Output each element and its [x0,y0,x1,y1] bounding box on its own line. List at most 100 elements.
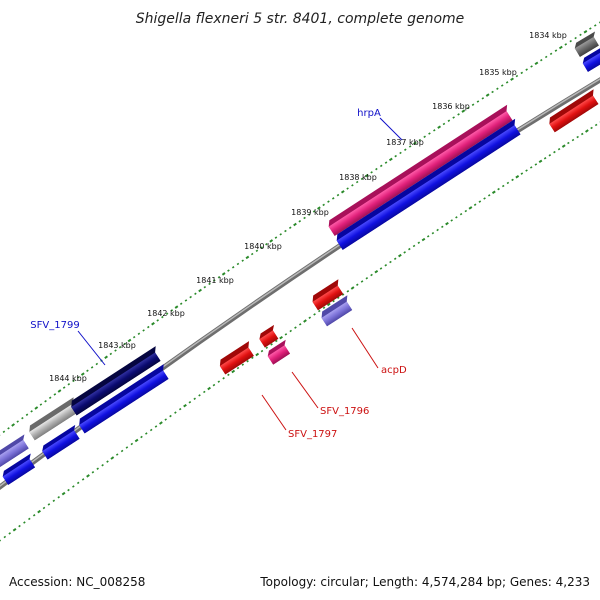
gene-blue-left-mid[interactable] [40,424,83,460]
outer-tick-mark [132,335,136,339]
inner-tick-mark [231,369,236,374]
outer-tick-mark [564,43,568,46]
outer-tick-mark [534,61,539,66]
inner-tick-mark [487,194,491,197]
inner-tick-mark [594,123,598,127]
outer-tick-mark [485,93,490,97]
inner-tick-mark [580,132,584,136]
gene-lavender-mid[interactable] [319,295,356,327]
inner-tick-mark [525,169,528,172]
inner-tick-mark [188,401,192,404]
outer-tick-mark [203,285,207,289]
tick-label-1844: 1844 kbp [49,374,87,383]
label-SFV_1797[interactable]: SFV_1797 [288,429,337,440]
tick-label-1838: 1838 kbp [339,173,377,182]
inner-tick-mark [28,517,31,521]
inner-tick-mark [445,221,449,226]
inner-tick-mark [294,326,297,329]
gene-gray-left[interactable] [27,397,82,441]
inner-tick-mark [255,352,260,357]
outer-tick-mark [118,345,122,349]
inner-tick-mark [473,203,477,206]
inner-tick-mark [393,257,397,261]
outer-tick-mark [384,161,388,164]
outer-tick-mark [491,90,494,94]
inner-tick-mark [86,474,90,478]
outer-tick-mark [525,68,528,71]
outer-tick-mark [194,292,197,296]
outer-tick-mark [21,416,24,420]
inner-tick-mark [398,253,402,258]
outer-tick-mark [496,87,499,90]
outer-tick-mark [589,27,592,30]
outer-tick-mark [308,213,311,216]
inner-tick-mark [154,425,158,428]
gene-SFV_1796[interactable] [266,339,294,365]
inner-tick-mark [149,428,153,432]
outer-tick-mark [298,220,302,223]
outer-tick-mark [127,338,132,343]
inner-tick-mark [561,144,566,148]
outer-tick-mark [170,309,174,312]
inner-tick-mark [227,373,230,377]
gene-blue-left-long[interactable] [76,364,171,434]
inner-tick-mark [571,138,575,142]
outer-tick-mark [379,164,383,168]
gene-lavender-left[interactable] [0,434,32,468]
inner-tick-mark [42,506,46,510]
label-SFV_1796[interactable]: SFV_1796 [320,406,369,417]
outer-tick-mark [179,302,183,305]
outer-tick-mark [7,427,10,430]
gene-SFV_1799[interactable] [68,346,163,416]
inner-tick-mark [365,277,369,280]
outer-tick-mark [466,106,470,110]
inner-tick-mark [241,363,245,366]
gene-gray-top-right[interactable] [573,31,600,57]
outer-tick-track [0,21,600,436]
label-SFV_1799[interactable]: SFV_1799 [30,320,79,331]
outer-tick-mark [447,119,451,122]
outer-tick-mark [558,45,563,50]
tick-labels: 1834 kbp 1835 kbp 1836 kbp 1837 kbp 1838… [49,31,567,383]
outer-tick-mark [500,84,504,87]
gene-red-right[interactable] [547,89,600,133]
inner-tick-mark [303,319,307,323]
inner-tick-mark [441,225,444,229]
inner-tick-mark [91,471,95,474]
outer-tick-mark [48,396,52,400]
inner-tick-mark [332,299,335,303]
tick-label-1837: 1837 kbp [386,138,424,147]
inner-tick-mark [384,264,388,267]
outer-tick-mark [404,148,407,151]
gene-blue-long[interactable] [334,118,524,250]
gene-acpD[interactable] [310,279,347,311]
inner-tick-mark [183,403,187,408]
inner-tick-mark [52,499,56,503]
leader-acpD [351,327,379,369]
genome-title: Shigella flexneri 5 str. 8401, complete … [136,11,465,27]
gene-SFV_1797[interactable] [217,341,257,375]
inner-tick-mark [341,293,345,296]
tick-label-1841: 1841 kbp [196,276,234,285]
outer-tick-mark [25,413,29,416]
outer-tick-mark [44,399,47,403]
inner-tick-mark [421,237,426,242]
tick-label-1840: 1840 kbp [244,242,282,251]
gene-blue-top-right[interactable] [581,46,600,72]
outer-tick-mark [394,154,397,158]
gene-red-small[interactable] [257,324,281,348]
gene-hrpA[interactable] [326,104,516,236]
label-hrpA[interactable]: hrpA [357,108,381,119]
outer-tick-mark [510,77,514,81]
accession-text: Accession: NC_008258 [9,575,145,589]
inner-tick-mark [8,532,11,535]
outer-tick-mark [245,255,250,260]
inner-tick-mark [169,414,172,418]
outer-tick-mark [433,129,436,132]
gene-blue-left-edge[interactable] [1,453,39,485]
outer-tick-mark [471,103,475,106]
inner-tick-mark [298,323,302,326]
label-acpD[interactable]: acpD [381,365,407,376]
inner-tick-mark [370,273,373,277]
inner-tick-mark [279,335,283,340]
